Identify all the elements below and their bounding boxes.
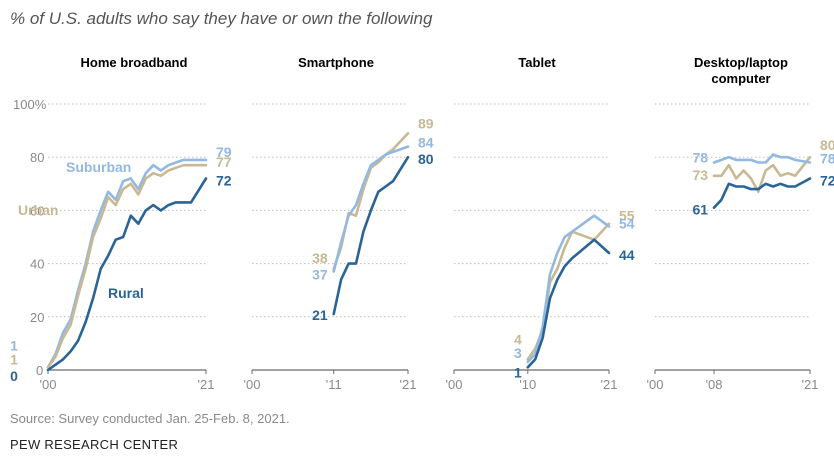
start-label-suburban: 37 (312, 267, 328, 283)
x-tick-label: '21 (601, 377, 618, 392)
series-line-suburban (712, 153, 812, 164)
y-tick-label: 0 (36, 363, 43, 378)
series-name-rural: Rural (108, 285, 144, 301)
end-label-suburban: 79 (216, 144, 232, 160)
start-label-rural: 61 (692, 202, 708, 218)
series-line-urban (46, 163, 208, 369)
x-tick-label: '00 (40, 377, 57, 392)
series-line-rural (712, 177, 812, 209)
x-tick-label: '00 (647, 377, 664, 392)
panel-title: Tablet (518, 55, 556, 70)
panel-title: Smartphone (298, 55, 374, 70)
x-tick-label: '00 (244, 377, 261, 392)
x-tick-label: '11 (326, 377, 342, 392)
end-label-rural: 72 (216, 172, 232, 188)
y-tick-label: 20 (30, 310, 44, 325)
source-note: Source: Survey conducted Jan. 25-Feb. 8,… (10, 411, 290, 426)
start-label-urban: 1 (10, 351, 18, 367)
end-label-suburban: 54 (619, 215, 635, 231)
series-line-rural (46, 177, 208, 372)
x-tick-label: '10 (519, 377, 536, 392)
series-line-suburban (332, 145, 410, 273)
end-label-rural: 72 (820, 172, 834, 188)
x-tick-label: '21 (400, 377, 417, 392)
end-label-urban: 80 (820, 137, 834, 153)
series-line-rural (332, 155, 410, 316)
start-label-suburban: 78 (692, 150, 708, 166)
y-tick-label: 80 (30, 150, 44, 165)
x-tick-label: '00 (446, 377, 463, 392)
start-label-suburban: 1 (10, 337, 18, 353)
end-label-urban: 77 (216, 154, 232, 170)
start-label-urban: 38 (312, 250, 328, 266)
start-label-urban: 73 (692, 167, 708, 183)
x-tick-label: '21 (802, 377, 819, 392)
end-label-suburban: 84 (418, 135, 434, 151)
start-label-rural: 0 (10, 368, 18, 384)
panel-3: Desktop/laptopcomputer'00'08'21807872737… (647, 55, 834, 392)
chart-subtitle: % of U.S. adults who say they have or ow… (10, 9, 433, 28)
series-name-urban: Urban (18, 202, 58, 218)
series-line-urban (332, 132, 410, 271)
end-label-suburban: 78 (820, 151, 834, 167)
panel-title: Desktop/laptop (694, 55, 788, 70)
start-label-rural: 21 (312, 307, 328, 323)
start-label-rural: 1 (514, 364, 522, 380)
series-line-urban (712, 155, 812, 194)
series-name-suburban: Suburban (66, 159, 131, 175)
y-tick-label: 100% (13, 97, 47, 112)
start-label-urban: 4 (514, 331, 522, 347)
pew-research-center-credit: PEW RESEARCH CENTER (10, 437, 178, 452)
end-label-urban: 89 (418, 115, 434, 131)
series-line-suburban (46, 158, 208, 369)
x-tick-label: '21 (198, 377, 215, 392)
series-line-rural (526, 238, 611, 369)
series-line-suburban (526, 214, 611, 364)
end-label-urban: 55 (619, 208, 635, 224)
end-label-rural: 44 (619, 247, 635, 263)
panel-title: Home broadband (81, 55, 188, 70)
x-tick-label: '08 (706, 377, 723, 392)
panel-0: Home broadband100%806040200'00'217977721… (10, 55, 232, 392)
chart-panels: Home broadband100%806040200'00'217977721… (10, 55, 834, 392)
end-label-rural: 80 (418, 151, 434, 167)
y-tick-label: 60 (30, 203, 44, 218)
y-tick-label: 40 (30, 257, 44, 272)
panel-title: computer (711, 71, 770, 86)
start-label-suburban: 3 (514, 345, 522, 361)
